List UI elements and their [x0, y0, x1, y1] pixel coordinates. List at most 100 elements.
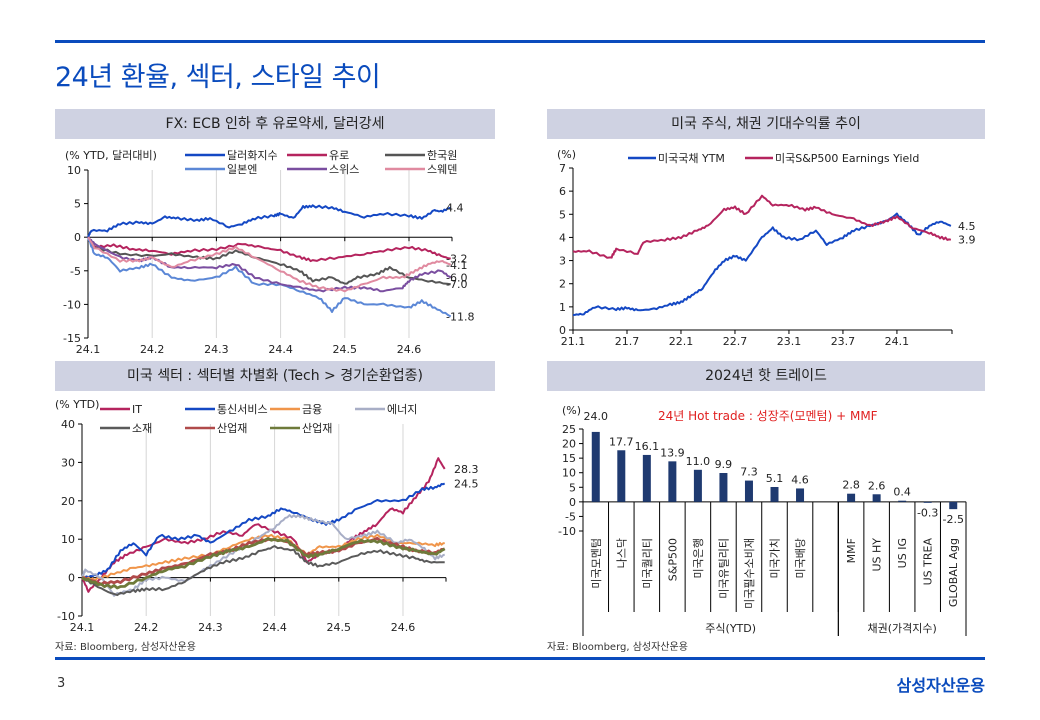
- hot-source-note: 자료: Bloomberg, 삼성자산운용: [547, 642, 688, 653]
- y-tick-label: -10: [57, 610, 75, 623]
- bar: [872, 494, 881, 502]
- y-tick-label: -10: [63, 298, 81, 311]
- y-tick-label: 10: [562, 467, 576, 480]
- y-axis-label: (%): [557, 148, 576, 161]
- bar-value-label: 7.3: [740, 466, 758, 479]
- bar-value-label: 24.0: [584, 410, 609, 423]
- bar-value-label: -0.3: [917, 507, 938, 520]
- y-tick-label: 25: [562, 423, 576, 436]
- end-value-label: 4.5: [958, 220, 976, 233]
- category-label: 미국가치: [769, 538, 782, 578]
- end-value-label: -3.2: [446, 253, 467, 266]
- y-tick-label: 5: [74, 198, 81, 211]
- x-tick-label: 24.3: [204, 343, 229, 356]
- y-tick-label: 10: [67, 164, 81, 177]
- y-tick-label: 7: [559, 162, 566, 175]
- x-tick-label: 22.7: [723, 335, 748, 348]
- end-value-label: -11.8: [446, 310, 474, 323]
- category-label: US HY: [871, 538, 884, 572]
- x-tick-label: 24.6: [397, 343, 422, 356]
- legend-label: 유로: [329, 149, 349, 162]
- category-label: 미국필수소비재: [743, 538, 756, 609]
- bar-value-label: 11.0: [686, 455, 711, 468]
- bar-value-label: 4.6: [791, 473, 809, 486]
- y-tick-label: -5: [565, 510, 576, 523]
- end-value-label: 28.3: [454, 463, 479, 476]
- group-label: 주식(YTD): [705, 622, 756, 635]
- legend-label: 통신서비스: [217, 403, 268, 416]
- category-label: 나스닥: [615, 538, 628, 568]
- y-tick-label: -10: [558, 525, 576, 538]
- y-tick-label: 1: [559, 301, 566, 314]
- x-tick-label: 24.2: [140, 343, 165, 356]
- bar: [591, 431, 600, 502]
- y-tick-label: -5: [70, 265, 81, 278]
- x-tick-label: 24.3: [198, 621, 223, 634]
- end-value-label: -7.0: [446, 278, 467, 291]
- page-title: 24년 환율, 섹터, 스타일 추이: [55, 62, 381, 93]
- bar: [617, 450, 626, 502]
- bar-value-label: 0.4: [893, 486, 911, 499]
- bar: [770, 486, 779, 502]
- end-value-label: -6.0: [446, 272, 467, 285]
- series-line-4: [87, 236, 452, 318]
- y-tick-label: 3: [559, 255, 566, 268]
- bar-value-label: 13.9: [660, 446, 685, 459]
- y-tick-label: 5: [559, 208, 566, 221]
- x-tick-label: 24.1: [885, 335, 910, 348]
- category-label: US TREA: [922, 538, 935, 586]
- y-tick-label: 2: [559, 278, 566, 291]
- y-tick-label: 10: [61, 533, 75, 546]
- legend-label: 산업재: [217, 422, 247, 435]
- series-line-5: [87, 236, 452, 293]
- series-line-1: [81, 457, 446, 593]
- bar: [847, 493, 856, 502]
- y-axis-label: (% YTD, 달러대비): [65, 149, 157, 162]
- bar-value-label: 9.9: [715, 458, 733, 471]
- hot-trade-annotation: 24년 Hot trade : 성장주(모멘텀) + MMF: [658, 409, 878, 423]
- x-tick-label: 24.1: [76, 343, 101, 356]
- top-rule: [55, 40, 985, 43]
- category-label: 미국배당: [794, 538, 807, 578]
- bar: [796, 488, 805, 502]
- x-tick-label: 22.1: [669, 335, 694, 348]
- legend-label: 금융: [302, 403, 322, 416]
- bottom-rule: [55, 657, 985, 660]
- x-tick-label: 21.1: [561, 335, 586, 348]
- y-tick-label: 0: [559, 324, 566, 337]
- bar: [949, 501, 958, 510]
- sector-panel-header: 미국 섹터 : 섹터별 차별화 (Tech > 경기순환업종): [55, 361, 495, 391]
- bar: [744, 480, 753, 502]
- end-value-label: -4.1: [446, 259, 467, 272]
- y-tick-label: 30: [61, 456, 75, 469]
- legend-label: 에너지: [387, 403, 417, 416]
- legend-label: IT: [132, 403, 142, 416]
- x-tick-label: 24.5: [333, 343, 358, 356]
- category-label: GLOBAL Agg: [947, 538, 960, 607]
- series-line-1: [87, 204, 452, 238]
- y-tick-label: 40: [61, 418, 75, 431]
- legend-label: 스위스: [329, 163, 359, 176]
- bar: [719, 473, 728, 502]
- series-line-2: [81, 482, 446, 579]
- series-line-5: [81, 545, 445, 597]
- y-tick-label: 15: [562, 452, 576, 465]
- bar-value-label: 5.1: [766, 472, 784, 485]
- legend-label: 스웨덴: [427, 163, 457, 176]
- category-label: 미국유틸리티: [717, 538, 730, 599]
- hot-panel-header: 2024년 핫 트레이드: [547, 361, 985, 391]
- bar: [923, 501, 932, 503]
- series-line-6: [87, 236, 452, 293]
- category-label: 미국퀄리티: [641, 538, 654, 589]
- x-tick-label: 23.1: [777, 335, 802, 348]
- y-tick-label: 0: [569, 496, 576, 509]
- group-label: 채권(가격지수): [868, 622, 937, 635]
- x-tick-label: 23.7: [831, 335, 856, 348]
- end-value-label: 24.5: [454, 478, 479, 491]
- legend-label: 미국국채 YTM: [658, 152, 725, 165]
- x-tick-label: 24.6: [391, 621, 416, 634]
- bar: [898, 500, 907, 502]
- x-tick-label: 24.1: [70, 621, 95, 634]
